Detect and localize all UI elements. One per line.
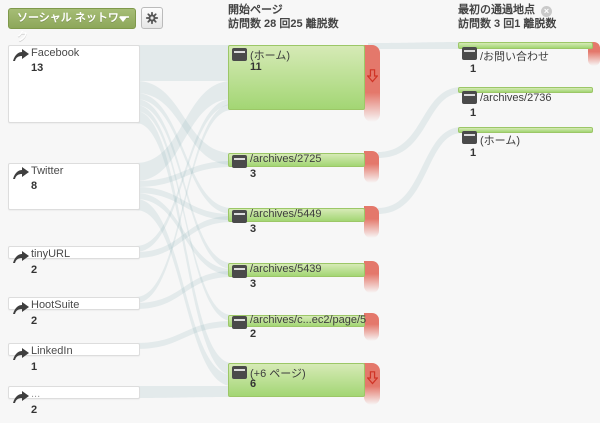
traffic-source-icon bbox=[13, 49, 29, 61]
page-icon bbox=[462, 47, 477, 60]
first-interaction-stats: 訪問数 3 回1 離脱数 bbox=[458, 18, 557, 30]
node-label: /archives/2736 bbox=[480, 92, 552, 104]
start-pages-stats: 訪問数 28 回25 離脱数 bbox=[228, 18, 339, 30]
node-label: /archives/5439 bbox=[250, 263, 322, 275]
node-value: 2 bbox=[31, 264, 38, 276]
node-label: (ホーム) bbox=[250, 50, 290, 62]
node-box bbox=[458, 127, 593, 133]
page-node-home[interactable]: (ホーム) 11 bbox=[228, 45, 398, 125]
exit-tab bbox=[364, 261, 379, 293]
node-box bbox=[228, 263, 365, 277]
start-pages-title: 開始ページ bbox=[228, 4, 283, 16]
traffic-source-icon bbox=[13, 302, 29, 314]
node-value: 1 bbox=[31, 361, 38, 373]
page-node-plus-6-pages[interactable]: (+6 ページ) 6 bbox=[228, 363, 398, 423]
source-node-facebook[interactable]: Facebook 13 bbox=[8, 45, 140, 123]
page-icon bbox=[462, 91, 477, 104]
close-icon[interactable]: × bbox=[541, 6, 552, 17]
page-icon bbox=[232, 316, 247, 329]
settings-button[interactable] bbox=[141, 7, 163, 29]
node-value: 11 bbox=[250, 61, 262, 73]
node-label: tinyURL bbox=[31, 248, 71, 260]
node-box bbox=[8, 246, 140, 259]
node-label: /お問い合わせ bbox=[480, 51, 550, 63]
dimension-dropdown[interactable]: ソーシャル ネットワーク bbox=[8, 8, 136, 43]
page-icon bbox=[232, 48, 247, 61]
node-value: 1 bbox=[470, 147, 477, 159]
page-node-archives-5449[interactable]: /archives/5449 3 bbox=[228, 206, 398, 248]
first-interaction-title: 最初の通過地点 bbox=[458, 4, 535, 16]
traffic-source-icon bbox=[13, 348, 29, 360]
page-icon bbox=[232, 210, 247, 223]
node-box bbox=[228, 315, 365, 327]
node-value: 6 bbox=[250, 378, 257, 390]
node-value: 2 bbox=[250, 328, 257, 340]
node-value: 2 bbox=[31, 315, 38, 327]
page-node-archives-5439[interactable]: /archives/5439 3 bbox=[228, 261, 398, 303]
node-value: 3 bbox=[250, 168, 257, 180]
exit-tab bbox=[364, 206, 379, 238]
page-node-archives-ec2-page5[interactable]: /archives/c...ec2/page/5 2 bbox=[228, 313, 398, 355]
dimension-dropdown-label: ソーシャル ネットワーク bbox=[17, 12, 130, 43]
exit-arrow-icon bbox=[367, 69, 378, 83]
node-value: 13 bbox=[31, 62, 44, 74]
exit-tab bbox=[364, 363, 380, 405]
node-label: ... bbox=[31, 388, 41, 400]
node-label: HootSuite bbox=[31, 299, 80, 311]
node-value: 1 bbox=[470, 63, 477, 75]
source-node-others[interactable]: ... 2 bbox=[8, 386, 140, 416]
node-label: LinkedIn bbox=[31, 345, 73, 357]
node-box bbox=[8, 163, 140, 210]
page-node-archives-2725[interactable]: /archives/2725 3 bbox=[228, 151, 398, 193]
interaction-node-inquiry[interactable]: /お問い合わせ 1 bbox=[458, 42, 600, 82]
traffic-source-icon bbox=[13, 167, 29, 179]
first-interaction-title-row: 最初の通過地点 × bbox=[458, 3, 556, 17]
node-label: /archives/c...ec2/page/5 bbox=[250, 314, 367, 326]
interaction-node-home[interactable]: (ホーム) 1 bbox=[458, 127, 600, 167]
node-box bbox=[458, 87, 593, 93]
page-icon bbox=[232, 366, 247, 379]
node-box bbox=[8, 386, 140, 399]
first-interaction-column-header: 最初の通過地点 × 訪問数 3 回1 離脱数 bbox=[458, 3, 556, 31]
node-label: (ホーム) bbox=[480, 135, 520, 147]
gear-icon bbox=[145, 11, 159, 25]
traffic-source-icon bbox=[13, 391, 29, 403]
exit-arrow-icon bbox=[367, 371, 378, 385]
source-node-twitter[interactable]: Twitter 8 bbox=[8, 163, 140, 210]
node-value: 2 bbox=[31, 404, 38, 416]
interaction-node-archives-2736[interactable]: /archives/2736 1 bbox=[458, 87, 600, 127]
node-value: 1 bbox=[470, 107, 477, 119]
node-label: /archives/5449 bbox=[250, 208, 322, 220]
source-node-linkedin[interactable]: LinkedIn 1 bbox=[8, 343, 140, 373]
node-label: Twitter bbox=[31, 165, 64, 177]
exit-tab bbox=[364, 151, 379, 183]
node-box bbox=[8, 45, 140, 123]
node-box bbox=[8, 297, 140, 310]
node-box bbox=[458, 42, 593, 49]
page-icon bbox=[462, 131, 477, 144]
node-label: /archives/2725 bbox=[250, 153, 322, 165]
page-icon bbox=[232, 265, 247, 278]
node-label: (+6 ページ) bbox=[250, 368, 306, 380]
node-box bbox=[228, 208, 365, 222]
node-value: 3 bbox=[250, 278, 257, 290]
node-value: 8 bbox=[31, 180, 38, 192]
exit-tab bbox=[364, 313, 379, 341]
node-box bbox=[228, 153, 365, 167]
source-node-tinyurl[interactable]: tinyURL 2 bbox=[8, 246, 140, 276]
node-value: 3 bbox=[250, 223, 257, 235]
node-box bbox=[228, 45, 365, 110]
node-box bbox=[228, 363, 365, 397]
page-icon bbox=[232, 155, 247, 168]
source-node-hootsuite[interactable]: HootSuite 2 bbox=[8, 297, 140, 327]
chevron-down-icon bbox=[119, 17, 127, 22]
traffic-source-icon bbox=[13, 251, 29, 263]
start-pages-column-header: 開始ページ 訪問数 28 回25 離脱数 bbox=[228, 3, 339, 31]
node-box bbox=[8, 343, 140, 356]
node-label: Facebook bbox=[31, 47, 80, 59]
exit-tab bbox=[364, 45, 380, 122]
